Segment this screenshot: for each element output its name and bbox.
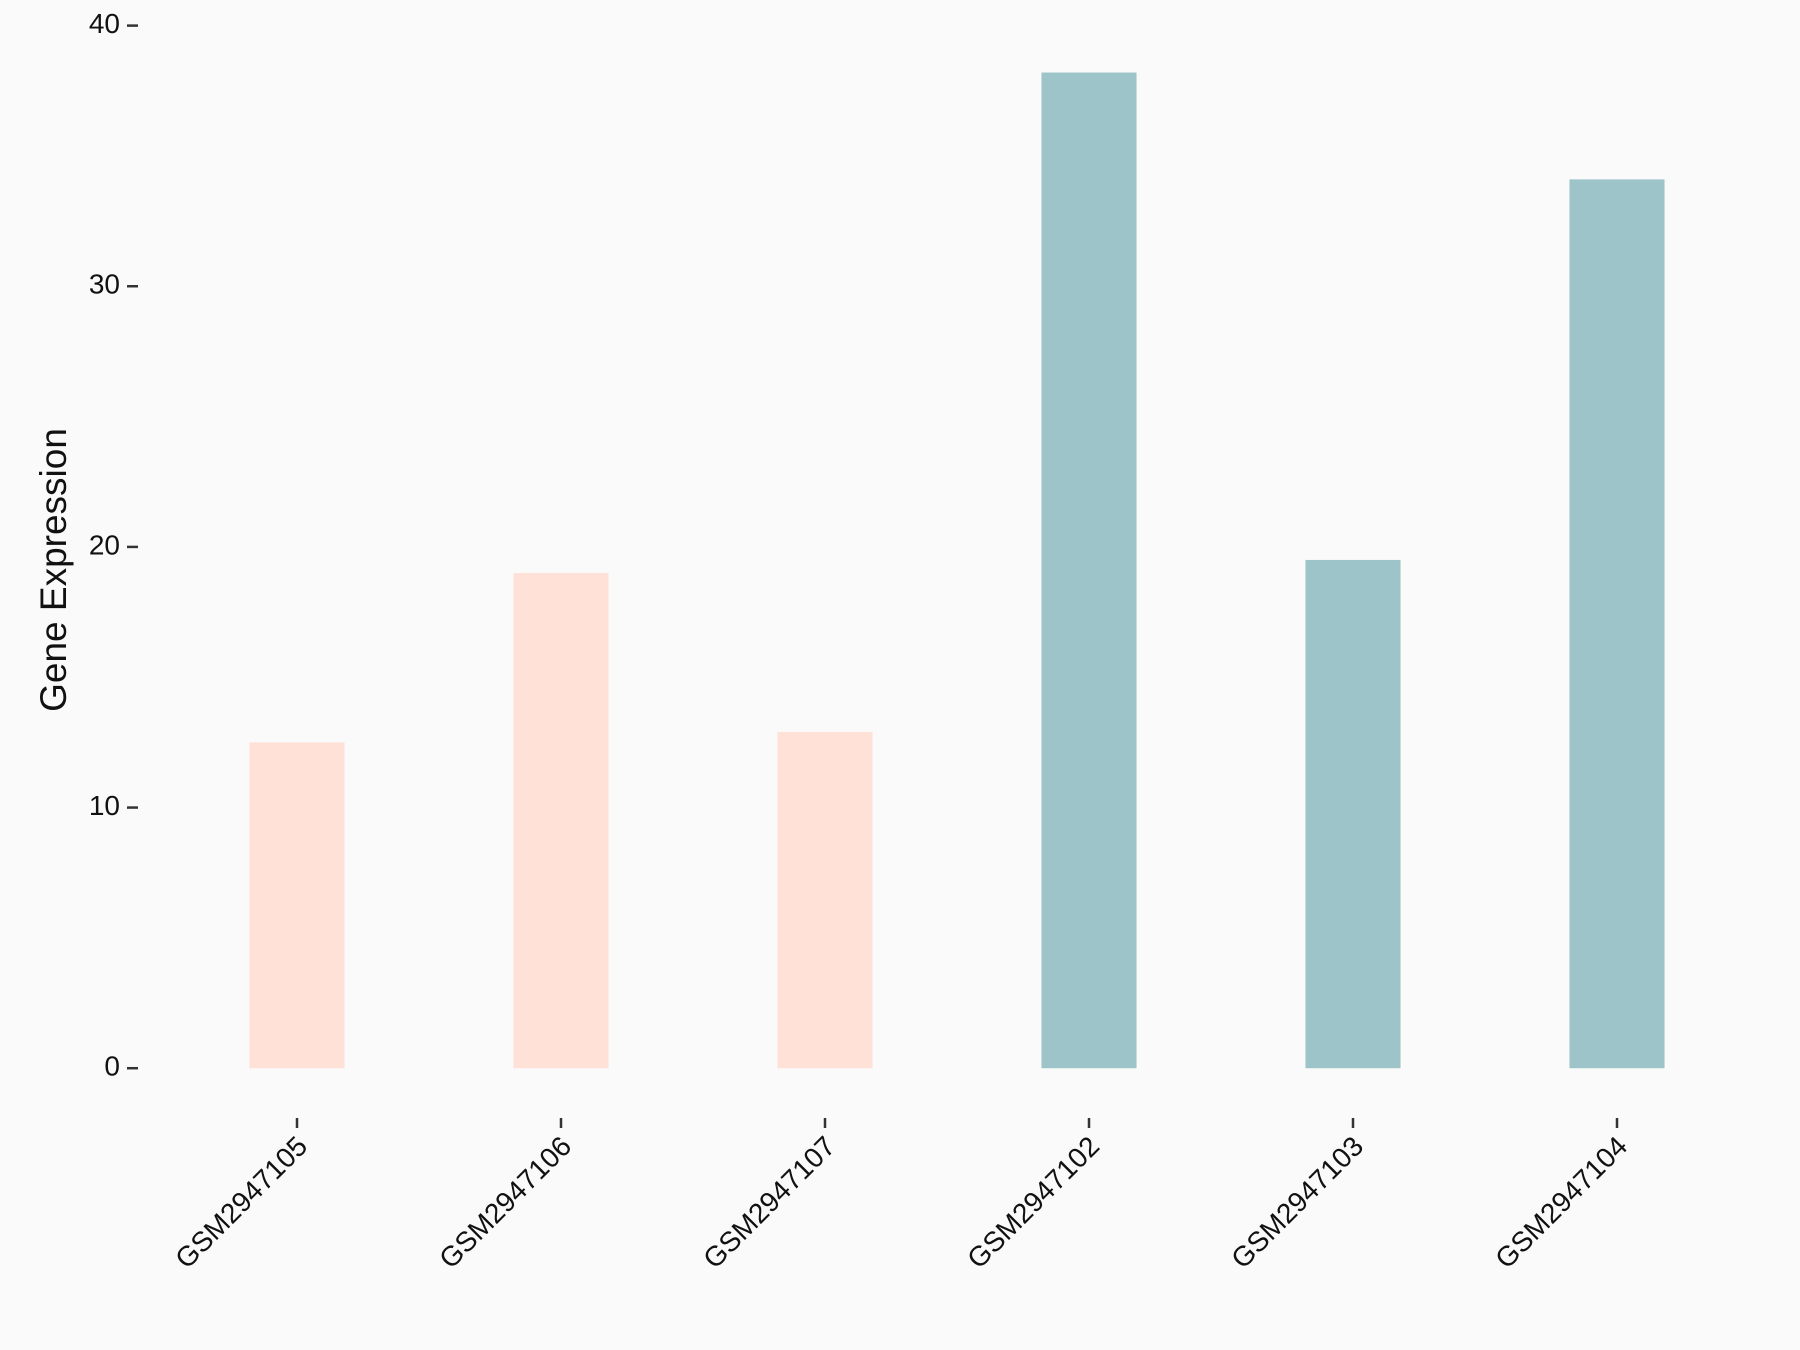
y-tick-label: 30 <box>89 269 120 300</box>
y-tick-label: 40 <box>89 8 120 39</box>
bar <box>513 572 609 1069</box>
y-axis-label: Gene Expression <box>33 428 74 712</box>
bar <box>1041 72 1137 1069</box>
y-tick-label: 10 <box>89 790 120 821</box>
y-tick-label: 0 <box>104 1051 120 1082</box>
bar <box>1569 179 1665 1069</box>
y-tick-label: 20 <box>89 529 120 560</box>
bar <box>249 742 345 1069</box>
bar <box>1305 559 1401 1069</box>
bar <box>777 731 873 1069</box>
